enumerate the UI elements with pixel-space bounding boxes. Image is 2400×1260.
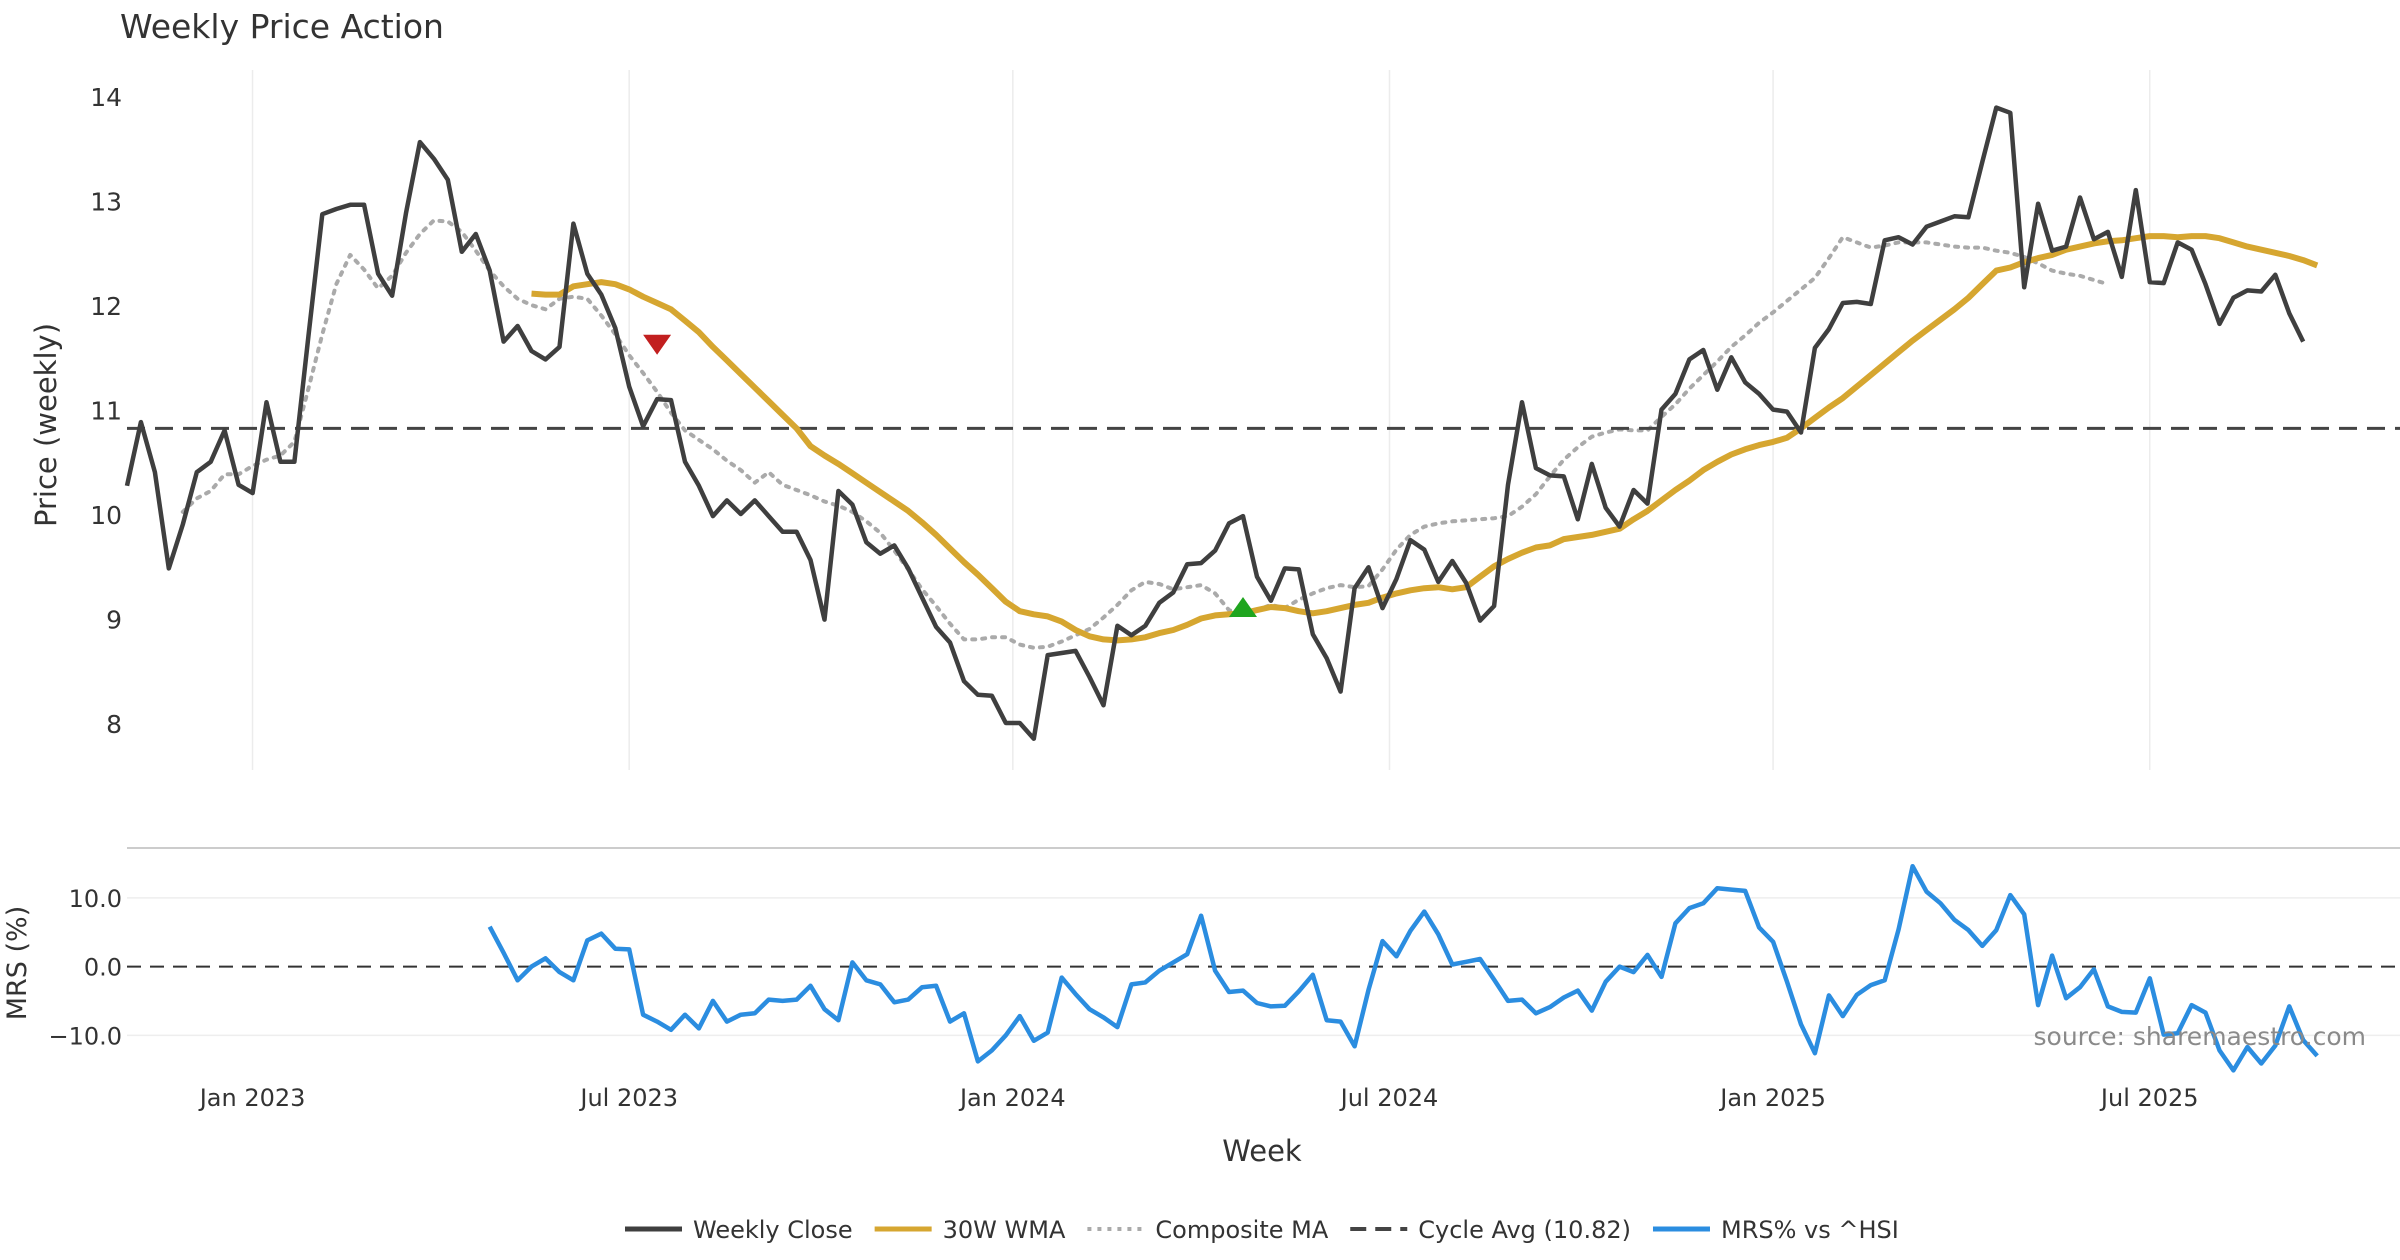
y-tick-label: 9 [106,606,122,635]
mrs-y-tick-label: 0.0 [84,954,122,982]
mrs-series [487,863,2319,1073]
x-axis: Jan 2023 Jul 2023 Jan 2024 Jul 2024 Jan 2025… [198,1084,2199,1112]
price-panel-x-grid [251,70,2151,770]
mrs-panel-y-grid [127,897,2400,1037]
mrs-vs-hsi-series [487,863,2319,1073]
legend-label: MRS% vs ^HSI [1721,1216,1899,1244]
price-series [124,105,2400,741]
legend-label: Cycle Avg (10.82) [1418,1216,1631,1244]
x-tick-label: Jan 2023 [198,1084,306,1112]
x-tick-label: Jul 2023 [578,1084,678,1112]
mrs-y-axis: 10.0 0.0 −10.0 [48,885,122,1051]
legend-label: Weekly Close [693,1216,853,1244]
y-tick-label: 8 [106,710,122,739]
weekly-close-series [124,105,2306,741]
source-annotation: source: sharemaestro.com [2034,1022,2367,1051]
x-axis-label: Week [1222,1134,1302,1168]
y-tick-label: 12 [90,292,122,321]
x-tick-label: Jan 2024 [958,1084,1066,1112]
buy-signal-marker [1229,597,1257,618]
mrs-y-tick-label: 10.0 [69,885,122,913]
x-tick-label: Jan 2025 [1718,1084,1826,1112]
price-panel: 8 9 10 11 12 13 14 [90,70,2400,770]
legend-label: 30W WMA [943,1216,1066,1244]
30w-wma-series [531,233,2319,644]
sell-signal-marker [643,334,672,355]
x-tick-label: Jul 2025 [2099,1084,2199,1112]
composite-ma-series [180,218,2110,650]
legend: Weekly Close 30W WMA Composite MA Cycle Avg… [625,1216,1899,1244]
price-y-axis-label: Price (weekly) [29,323,63,527]
x-tick-label: Jul 2024 [1339,1084,1439,1112]
y-tick-label: 14 [90,83,122,112]
y-tick-label: 11 [90,397,122,426]
y-tick-label: 10 [90,501,122,530]
legend-label: Composite MA [1155,1216,1328,1244]
mrs-panel: 10.0 0.0 −10.0 [48,863,2400,1073]
y-tick-label: 13 [90,188,122,217]
chart-title: Weekly Price Action [120,7,444,46]
price-y-axis: 8 9 10 11 12 13 14 [90,83,122,739]
mrs-y-tick-label: −10.0 [48,1022,122,1050]
signal-markers [643,334,1257,618]
mrs-y-axis-label: MRS (%) [2,906,33,1021]
